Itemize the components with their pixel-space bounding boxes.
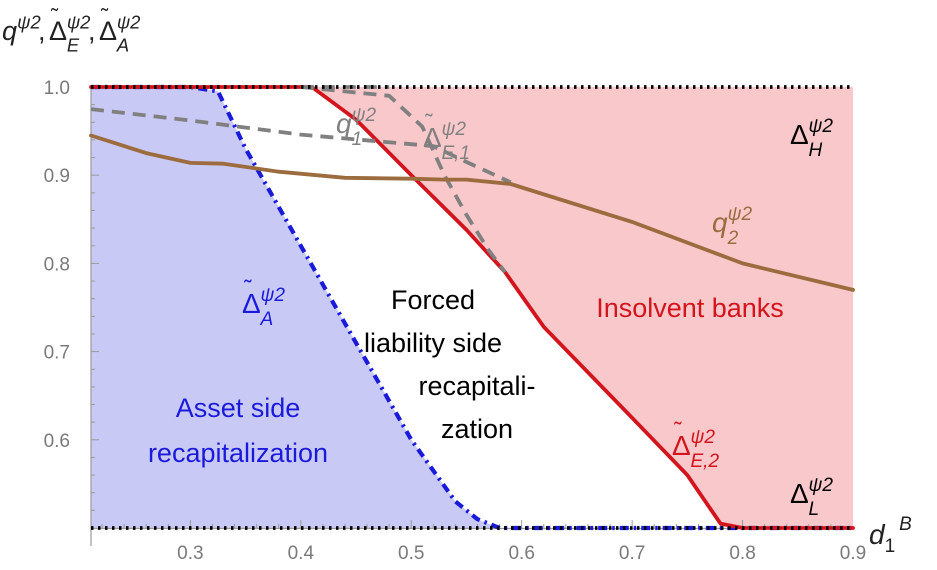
series-q1 bbox=[90, 107, 512, 185]
region-asset-side bbox=[91, 87, 853, 528]
label-delta-l: Δψ2 L bbox=[790, 475, 833, 520]
x-tick-label: 0.4 bbox=[288, 543, 315, 564]
y-axis-label-comma: , bbox=[38, 16, 46, 46]
x-tick-label: 0.5 bbox=[398, 543, 424, 564]
label-delta-e2-tilde: ˜ bbox=[673, 418, 682, 443]
y-axis-label-2-tilde: ˜ bbox=[50, 5, 59, 28]
series-layer bbox=[89, 84, 855, 531]
y-axis-label-1: qψ2 bbox=[2, 12, 41, 46]
y-axis-label-comma: , bbox=[88, 16, 96, 46]
y-tick-label: 0.6 bbox=[44, 431, 70, 452]
label-q2: qψ2 2 bbox=[712, 204, 753, 249]
x-tick-label: 0.6 bbox=[508, 543, 534, 564]
region-label-forced-liability-line: zation bbox=[441, 414, 513, 444]
x-tick-label: 0.9 bbox=[840, 543, 866, 564]
label-delta-h: Δψ2 H bbox=[790, 116, 833, 161]
x-tick-label: 0.3 bbox=[177, 543, 203, 564]
region-label-forced-liability-line: liability side bbox=[364, 328, 502, 358]
series-q2 bbox=[89, 133, 855, 292]
label-delta-e1-tilde: ˜ bbox=[424, 110, 433, 135]
regions-layer bbox=[91, 87, 853, 528]
y-tick-label: 0.9 bbox=[44, 166, 70, 187]
series-delta-a bbox=[91, 84, 853, 531]
x-axis-label: d1B bbox=[869, 514, 912, 557]
series-delta-e2 bbox=[89, 85, 855, 530]
region-label-forced-liability-line: recapitali- bbox=[418, 371, 535, 401]
label-delta-a-tilde: ˜ bbox=[243, 276, 252, 301]
y-tick-label: 0.7 bbox=[44, 343, 70, 364]
label-delta-e2: Δψ2 E,2 bbox=[672, 427, 719, 472]
region-insolvent bbox=[91, 87, 853, 528]
x-tick-label: 0.7 bbox=[619, 543, 645, 564]
y-axis-label-3-tilde: ˜ bbox=[100, 5, 109, 28]
region-label-insolvent-line: Insolvent banks bbox=[596, 293, 784, 323]
y-axis-label-3: Δψ2 A bbox=[99, 12, 140, 56]
x-tick-label: 0.8 bbox=[729, 543, 755, 564]
label-delta-e1: Δψ2 E,1 bbox=[423, 119, 470, 164]
label-q1: qψ2 1 bbox=[336, 105, 377, 150]
y-axis-label-2: Δψ2 E bbox=[49, 12, 90, 56]
region-label-forced-liability-line: Forced bbox=[391, 285, 475, 315]
series-delta-e1 bbox=[300, 85, 507, 274]
y-tick-label: 0.8 bbox=[44, 254, 70, 275]
region-label-asset-side-line: Asset side bbox=[176, 393, 301, 423]
region-label-asset-side-line: recapitalization bbox=[148, 438, 328, 468]
y-tick-label: 1.0 bbox=[44, 78, 70, 99]
label-delta-a: Δψ2 A bbox=[242, 285, 285, 330]
